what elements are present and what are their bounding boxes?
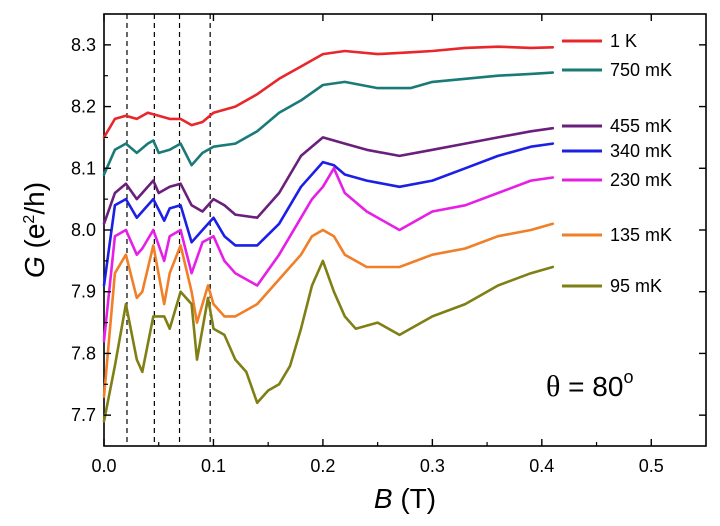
axis-ticks: 0.0 0.1 0.2 0.3 0.4 0.5 7.7 7.8 7.9 8.0 8.1 8.2 8.3 — [71, 14, 706, 476]
y-tick-label: 7.7 — [71, 405, 96, 425]
series-line-455-mk — [102, 126, 555, 226]
legend-label: 750 mK — [610, 60, 672, 80]
legend-label: 135 mK — [610, 225, 672, 245]
y-tick-label: 7.9 — [71, 282, 96, 302]
x-tick-label: 0.5 — [639, 456, 664, 476]
x-tick-label: 0.1 — [201, 456, 226, 476]
plot-frame — [103, 13, 707, 447]
y-tick-label: 8.2 — [71, 97, 96, 117]
series-line-750-mk — [102, 71, 555, 176]
x-tick-label: 0.4 — [529, 456, 554, 476]
y-tick-label: 7.8 — [71, 343, 96, 363]
legend-label: 1 K — [610, 31, 637, 51]
y-axis-title: G (e2/h) — [19, 182, 50, 278]
series-line-230-mk — [102, 167, 555, 343]
x-tick-label: 0.3 — [420, 456, 445, 476]
legend: 1 K 750 mK 455 mK 340 mK 230 mK 135 mK 95 mK — [562, 31, 672, 296]
x-tick-label: 0.2 — [310, 456, 335, 476]
y-tick-label: 8.3 — [71, 35, 96, 55]
series-line-135-mk — [102, 222, 555, 398]
series-line-1-k — [102, 45, 555, 139]
x-axis-title: B (T) — [374, 483, 436, 514]
legend-label: 340 mK — [610, 141, 672, 161]
legend-label: 95 mK — [610, 276, 662, 296]
legend-label: 455 mK — [610, 116, 672, 136]
x-tick-label: 0.0 — [91, 456, 116, 476]
angle-annotation: θ = 80o — [546, 367, 633, 403]
series-line-340-mk — [102, 142, 555, 287]
series-line-95-mk — [102, 259, 555, 423]
legend-label: 230 mK — [610, 170, 672, 190]
y-tick-label: 8.1 — [71, 158, 96, 178]
y-tick-label: 8.0 — [71, 220, 96, 240]
data-series — [102, 45, 555, 423]
